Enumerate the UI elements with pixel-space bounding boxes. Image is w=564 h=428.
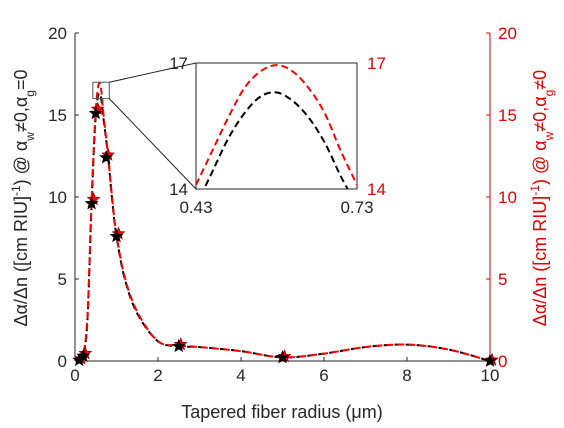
y-left-tick-label: 5 <box>58 270 67 289</box>
y-left-tick-label: 20 <box>48 24 67 43</box>
y-left-label-sup: -1 <box>9 185 23 196</box>
y-right-label-pre: Δα/Δn ([cm RIU] <box>530 196 550 326</box>
y-left-tick-label: 10 <box>48 188 67 207</box>
x-axis-label: Tapered fiber radius (μm) <box>181 402 382 422</box>
inset-y-right-tick-label: 17 <box>367 54 386 73</box>
y-left-label-post: =0 <box>11 69 31 90</box>
x-tick-label: 0 <box>70 366 79 385</box>
marker-black-star <box>76 348 91 363</box>
inset-y-right-tick-label: 14 <box>367 180 386 199</box>
x-tick-label: 2 <box>153 366 162 385</box>
y-left-tick-label: 0 <box>58 352 67 371</box>
y-right-tick-label: 15 <box>498 106 517 125</box>
x-tick-label: 4 <box>236 366 245 385</box>
y-left-tick-label: 15 <box>48 106 67 125</box>
series-group <box>78 81 491 362</box>
y-left-label-sub1: w <box>23 132 37 142</box>
inset-y-left-tick-label: 17 <box>169 54 188 73</box>
marker-black-star <box>99 150 114 164</box>
y-left-label-sub2: g <box>23 90 37 97</box>
marker-black-star <box>109 229 124 243</box>
series-line-black <box>78 92 491 362</box>
y-right-tick-label: 10 <box>498 188 517 207</box>
marker-black-star <box>84 196 99 210</box>
svg-text:Δα/Δn ([cm RIU]-1) @ αw≠0,αg≠0: Δα/Δn ([cm RIU]-1) @ αw≠0,αg≠0 <box>528 70 556 326</box>
y-axis-left-label: Δα/Δn ([cm RIU]-1) @ αw≠0,αg=0 <box>9 69 37 326</box>
x-tick-label: 10 <box>481 366 500 385</box>
x-tick-label: 8 <box>402 366 411 385</box>
marker-black-star <box>171 338 186 353</box>
marker-black-star <box>88 106 103 120</box>
y-right-label-sub2: g <box>542 90 556 97</box>
inset-line-black <box>202 91 349 189</box>
inset-series-group <box>196 64 357 189</box>
inset-frame <box>195 62 358 190</box>
inset-y-left-tick-label: 14 <box>169 180 188 199</box>
y-left-label-pre: Δα/Δn ([cm RIU] <box>11 196 31 326</box>
y-right-tick-label: 5 <box>498 270 507 289</box>
y-right-label-sup: -1 <box>528 185 542 196</box>
zoom-connector-line <box>109 62 197 83</box>
y-axis-right-label: Δα/Δn ([cm RIU]-1) @ αw≠0,αg≠0 <box>528 70 556 326</box>
y-left-label-mid2: ≠0,α <box>11 97 31 132</box>
y-right-label-sub1: w <box>542 131 556 141</box>
y-right-tick-label: 20 <box>498 24 517 43</box>
zoom-region-box <box>92 81 110 100</box>
series-line-red <box>78 81 491 362</box>
inset-x-tick-label: 0.73 <box>340 198 373 217</box>
y-right-label-post: ≠0 <box>530 70 550 90</box>
marker-black-star <box>275 350 290 364</box>
svg-text:Δα/Δn ([cm RIU]-1) @ αw≠0,αg=0: Δα/Δn ([cm RIU]-1) @ αw≠0,αg=0 <box>9 69 37 326</box>
y-right-label-mid2: ≠0,α <box>530 96 550 131</box>
marker-black-star <box>483 353 497 367</box>
y-right-tick-label: 0 <box>498 352 507 371</box>
y-right-label-mid: ) @ α <box>530 140 550 185</box>
zoom-connector-line <box>108 98 197 190</box>
inset-x-tick-label: 0.43 <box>179 198 212 217</box>
y-left-label-mid: ) @ α <box>11 141 31 186</box>
inset-line-red <box>196 64 357 186</box>
x-tick-label: 6 <box>319 366 328 385</box>
